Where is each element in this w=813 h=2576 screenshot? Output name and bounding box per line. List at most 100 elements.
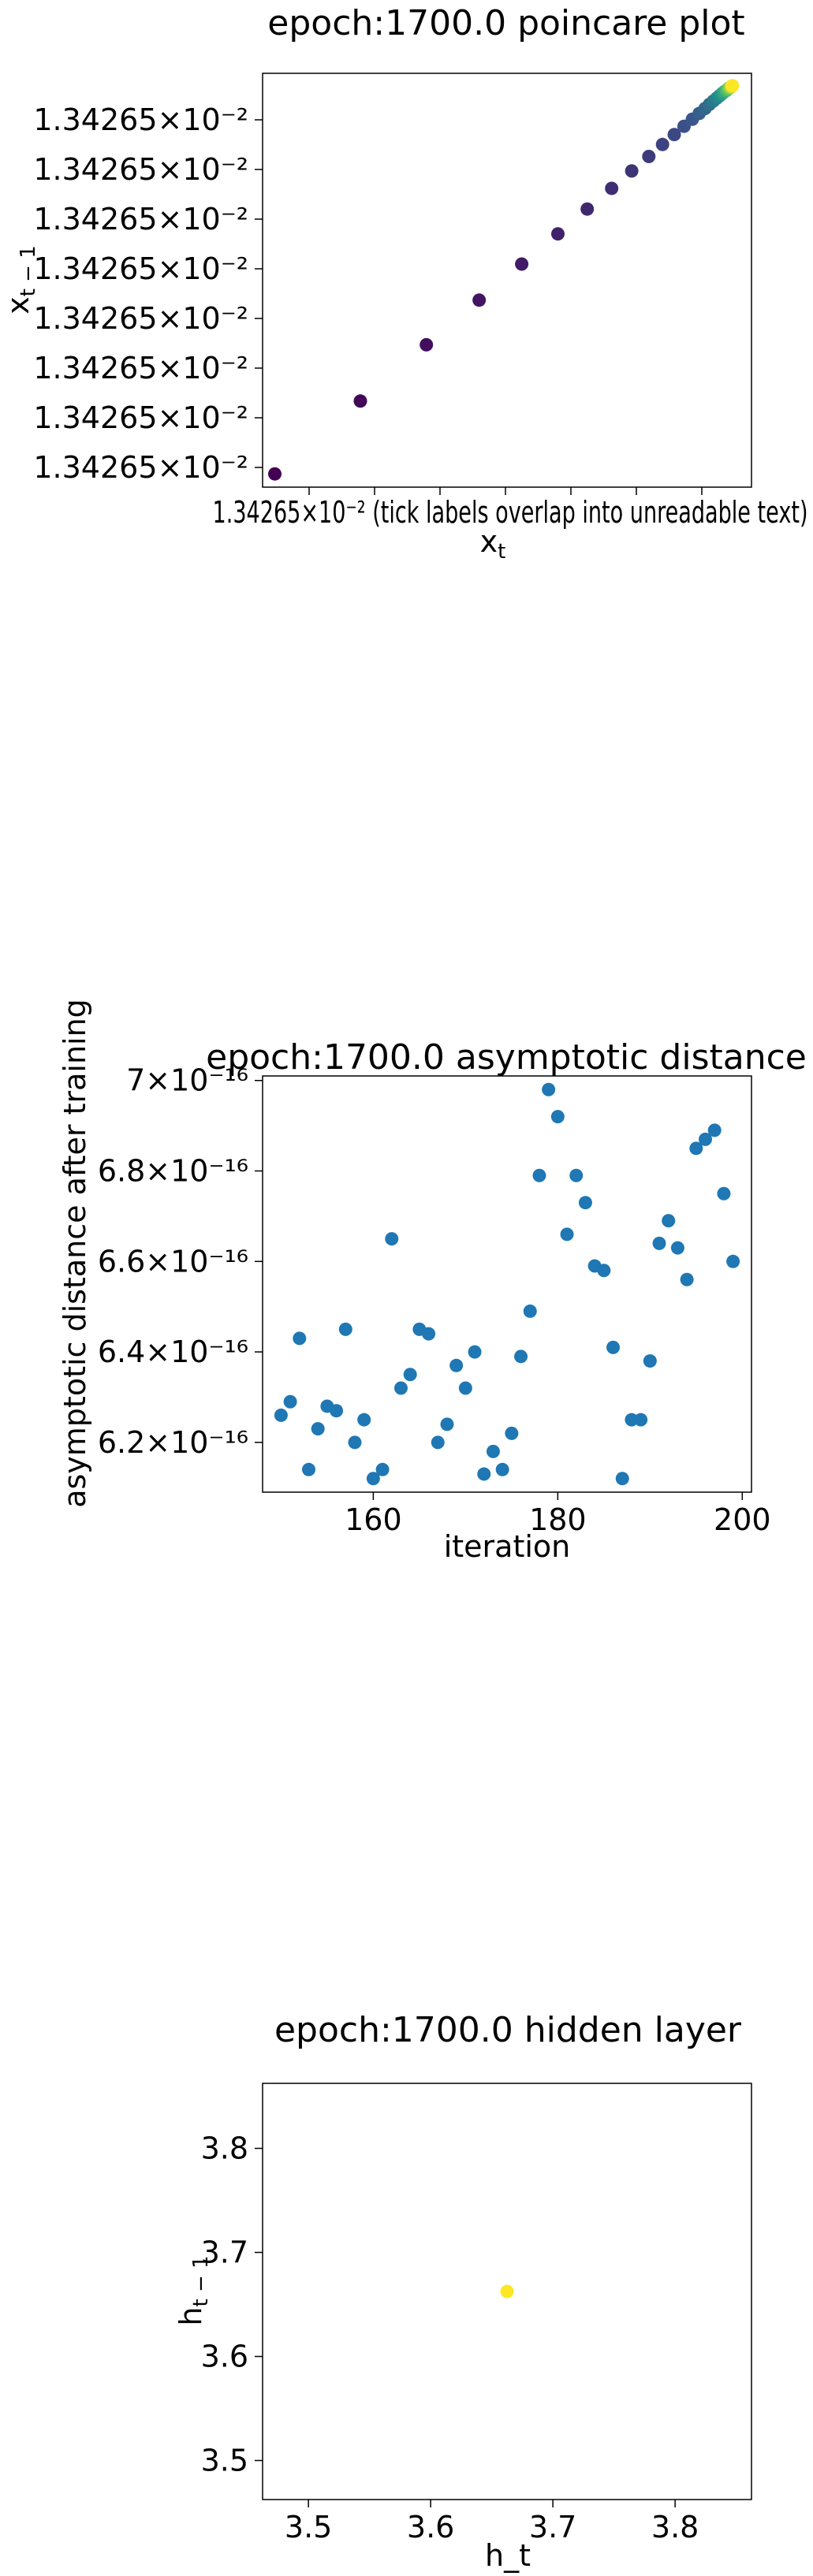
chart2-y-tick-label: 7×10⁻¹⁶ bbox=[126, 1063, 248, 1098]
chart2-point bbox=[293, 1331, 307, 1346]
chart2-plot-area bbox=[262, 1075, 752, 1493]
chart1-point bbox=[725, 79, 740, 93]
chart1-y-tick-label: 1.34265×10⁻² bbox=[33, 450, 248, 485]
chart2-point bbox=[625, 1413, 639, 1427]
chart2-points bbox=[274, 1082, 740, 1486]
chart2-point bbox=[458, 1381, 472, 1395]
chart2-point bbox=[505, 1426, 519, 1440]
chart2-point bbox=[615, 1472, 629, 1486]
chart1-y-tick-label: 1.34265×10⁻² bbox=[33, 152, 248, 187]
chart2-y-axis-label: asymptotic distance after training bbox=[58, 999, 92, 1508]
chart2-point bbox=[514, 1349, 528, 1364]
chart1-point bbox=[580, 202, 595, 216]
chart2-y-ticks: 6.2×10⁻¹⁶ 6.4×10⁻¹⁶ 6.6×10⁻¹⁶ 6.8×10⁻¹⁶ 7×10… bbox=[98, 1063, 263, 1460]
chart3-y-axis-label: ht − 1 bbox=[173, 2255, 213, 2325]
chart2-point bbox=[652, 1236, 666, 1250]
chart2-point bbox=[670, 1241, 684, 1255]
chart2-point bbox=[597, 1264, 611, 1278]
chart1-y-tick-label: 1.34265×10⁻² bbox=[33, 202, 248, 236]
chart2-x-tick-label: 160 bbox=[345, 1502, 402, 1537]
chart1-point bbox=[667, 128, 681, 142]
chart2-point bbox=[486, 1444, 500, 1458]
chart2-x-ticks: 160 180 200 bbox=[345, 1492, 771, 1537]
chart2-point bbox=[643, 1354, 657, 1368]
chart1-point bbox=[642, 150, 656, 164]
chart2-point bbox=[283, 1394, 297, 1409]
poincare-plot-chart: epoch:1700.0 poincare plot 1.34265×10⁻²1… bbox=[1, 3, 808, 564]
chart1-y-ticks: 1.34265×10⁻² 1.34265×10⁻² 1.34265×10⁻² 1.34… bbox=[33, 102, 703, 495]
chart2-point bbox=[348, 1435, 362, 1450]
chart2-point bbox=[578, 1196, 592, 1210]
chart3-x-tick-label: 3.8 bbox=[651, 2510, 699, 2544]
chart2-point bbox=[569, 1168, 584, 1182]
chart1-point bbox=[268, 467, 282, 481]
chart1-y-tick-label: 1.34265×10⁻² bbox=[33, 351, 248, 385]
chart3-y-tick-label: 3.5 bbox=[201, 2444, 248, 2478]
chart3-y-tick-label: 3.8 bbox=[201, 2131, 248, 2166]
chart1-x-tick-labels: 1.34265×10⁻² (tick labels overlap into u… bbox=[213, 495, 808, 530]
chart2-point bbox=[431, 1435, 445, 1450]
chart2-point bbox=[468, 1345, 482, 1359]
chart3-points bbox=[500, 2284, 514, 2299]
chart2-point bbox=[707, 1123, 722, 1137]
chart2-x-tick-label: 200 bbox=[714, 1502, 771, 1537]
chart3-title: epoch:1700.0 hidden layer bbox=[274, 2010, 742, 2050]
chart3-x-tick-label: 3.7 bbox=[529, 2510, 576, 2544]
chart2-point bbox=[449, 1358, 464, 1372]
chart2-point bbox=[680, 1272, 694, 1286]
chart1-x-axis-label: xt bbox=[480, 524, 506, 564]
chart3-y-tick-label: 3.7 bbox=[201, 2235, 248, 2270]
chart2-point bbox=[717, 1186, 731, 1201]
chart2-y-tick-label: 6.6×10⁻¹⁶ bbox=[98, 1244, 248, 1279]
chart2-y-tick-label: 6.2×10⁻¹⁶ bbox=[98, 1425, 248, 1460]
chart2-point bbox=[662, 1214, 676, 1228]
chart2-point bbox=[375, 1462, 390, 1476]
chart1-point bbox=[420, 337, 434, 352]
chart1-y-tick-label: 1.34265×10⁻² bbox=[33, 400, 248, 435]
chart2-point bbox=[422, 1327, 436, 1341]
chart2-point bbox=[403, 1368, 417, 1382]
chart2-point bbox=[311, 1422, 325, 1436]
chart2-point bbox=[338, 1322, 352, 1336]
chart2-point bbox=[357, 1413, 371, 1427]
chart2-point bbox=[330, 1404, 344, 1418]
chart2-point bbox=[495, 1462, 509, 1476]
chart2-point bbox=[523, 1304, 537, 1318]
chart2-point bbox=[699, 1132, 713, 1146]
chart1-title: epoch:1700.0 poincare plot bbox=[267, 3, 744, 43]
chart1-point bbox=[353, 394, 367, 408]
chart2-title: epoch:1700.0 asymptotic distance bbox=[206, 1037, 807, 1078]
chart3-plot-area bbox=[262, 2083, 752, 2500]
hidden-layer-chart: epoch:1700.0 hidden layer 3.5 3.6 3.7 3.8 3… bbox=[173, 2010, 752, 2573]
asymptotic-distance-chart: epoch:1700.0 asymptotic distance 160 180 2… bbox=[58, 999, 807, 1564]
chart1-point bbox=[515, 257, 529, 271]
chart2-x-tick-label: 180 bbox=[529, 1502, 587, 1537]
chart2-x-axis-label: iteration bbox=[444, 1529, 571, 1564]
chart2-point bbox=[274, 1408, 288, 1422]
chart2-y-tick-label: 6.4×10⁻¹⁶ bbox=[98, 1335, 248, 1369]
chart1-y-tick-label: 1.34265×10⁻² bbox=[33, 102, 248, 137]
chart3-y-ticks: 3.5 3.6 3.7 3.8 bbox=[201, 2131, 263, 2478]
chart1-y-tick-label: 1.34265×10⁻² bbox=[33, 251, 248, 286]
chart3-x-tick-label: 3.5 bbox=[285, 2510, 332, 2544]
chart1-y-axis-label: xt − 1 bbox=[1, 245, 40, 315]
chart2-point bbox=[440, 1417, 454, 1431]
chart2-y-tick-label: 6.8×10⁻¹⁶ bbox=[98, 1154, 248, 1189]
chart2-point bbox=[542, 1082, 556, 1096]
chart1-point bbox=[550, 227, 565, 241]
chart3-x-ticks: 3.5 3.6 3.7 3.8 bbox=[285, 2500, 699, 2544]
chart2-point bbox=[606, 1340, 621, 1354]
chart1-point bbox=[625, 164, 639, 178]
chart3-x-tick-label: 3.6 bbox=[407, 2510, 454, 2544]
chart1-point bbox=[655, 137, 669, 151]
chart2-point bbox=[634, 1413, 648, 1427]
chart2-point bbox=[550, 1110, 565, 1124]
chart1-y-tick-label: 1.34265×10⁻² bbox=[33, 301, 248, 336]
chart1-points bbox=[268, 79, 740, 481]
chart2-point bbox=[385, 1232, 399, 1246]
chart1-point bbox=[472, 293, 487, 307]
chart1-point bbox=[605, 181, 619, 195]
chart2-point bbox=[301, 1462, 315, 1476]
chart3-y-tick-label: 3.6 bbox=[201, 2340, 248, 2374]
